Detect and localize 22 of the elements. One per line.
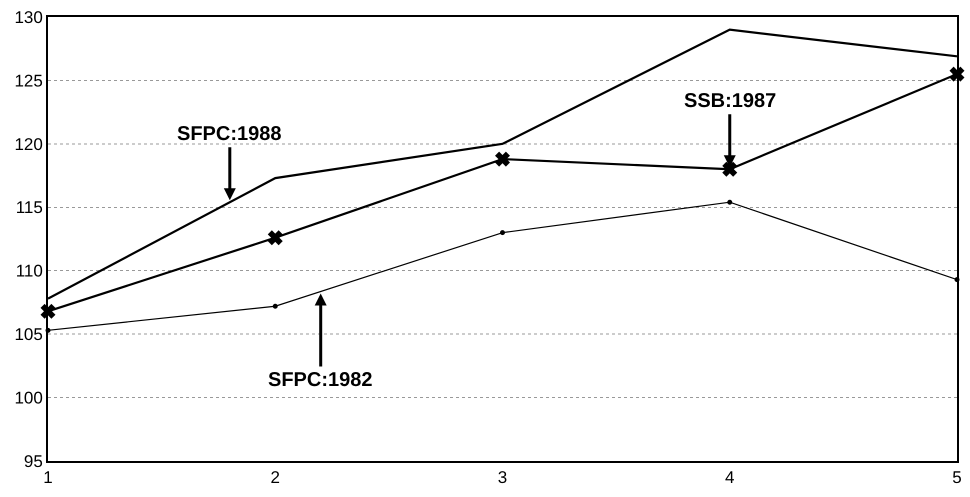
annotation: SSB:1987: [684, 90, 776, 112]
x-tick-label: 5: [952, 468, 962, 488]
y-tick-label: 120: [14, 134, 43, 154]
y-tick-label: 110: [16, 262, 43, 281]
y-tick-label: 100: [14, 388, 43, 408]
point: [272, 304, 278, 309]
annotation: SFPC:1988: [177, 123, 282, 145]
y-tick-label: 115: [16, 198, 43, 218]
y-tick-label: 125: [14, 71, 43, 90]
x-tick-label: 2: [270, 468, 280, 488]
x-tick-label: 3: [498, 468, 508, 488]
x-tick-label: 1: [43, 468, 53, 488]
point: [495, 152, 510, 166]
x-tick-label: 4: [725, 468, 734, 488]
point: [722, 162, 738, 177]
point: [727, 200, 732, 205]
y-tick-label: 105: [14, 325, 43, 344]
y-tick-label: 95: [24, 452, 43, 471]
y-tick-label: 130: [14, 8, 43, 27]
annotation: SFPC:1982: [268, 369, 372, 391]
point: [268, 230, 283, 246]
point: [500, 230, 505, 236]
